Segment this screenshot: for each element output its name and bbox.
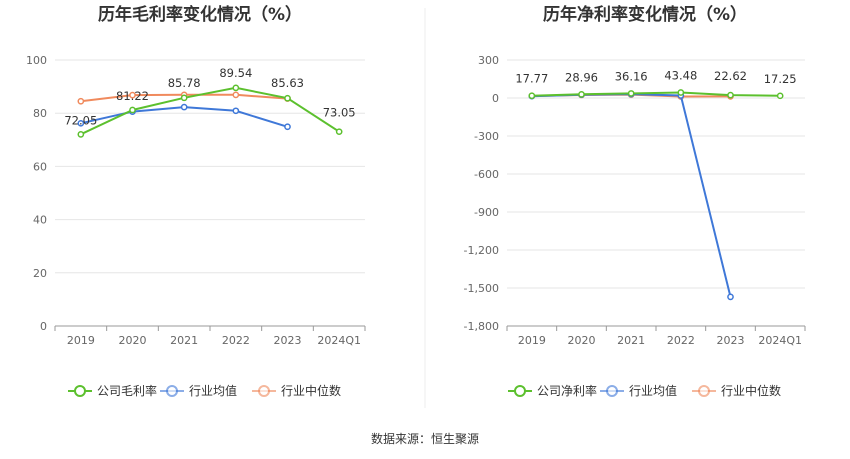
gross-series-point-0 — [77, 130, 85, 138]
net-series-point-0 — [627, 90, 635, 97]
net-legend-label: 行业均值 — [629, 383, 677, 398]
gross-series-point-2 — [77, 97, 85, 105]
gross-legend-item-1[interactable]: 行业均值 — [160, 383, 237, 398]
net-y-tick-label: 300 — [478, 54, 499, 67]
gross-legend-swatch-marker — [166, 385, 178, 397]
gross-legend-item-0[interactable]: 公司毛利率 — [68, 383, 157, 398]
net-y-tick-label: -300 — [474, 130, 499, 143]
net-y-tick-label: -600 — [474, 168, 499, 181]
gross-data-label: 85.78 — [168, 76, 201, 90]
net-x-tick-label: 2020 — [568, 334, 596, 347]
net-series-point-0 — [528, 92, 536, 100]
net-data-label: 36.16 — [615, 69, 648, 83]
net-series-point-0 — [727, 91, 734, 99]
net-y-tick-label: 0 — [492, 92, 499, 105]
gross-series-point-1 — [232, 107, 240, 115]
net-legend-item-2[interactable]: 行业中位数 — [692, 383, 781, 398]
gross-legend-item-2[interactable]: 行业中位数 — [252, 383, 341, 398]
gross-series-point-0 — [335, 128, 343, 136]
gross-y-tick-label: 40 — [33, 214, 47, 227]
gross-series-point-0 — [232, 84, 240, 92]
net-data-label: 17.25 — [764, 72, 797, 86]
net-legend-swatch-marker — [514, 385, 526, 397]
net-y-tick-label: -900 — [474, 206, 499, 219]
net-y-tick-label: -1,200 — [464, 244, 499, 257]
gross-data-label: 81.22 — [116, 89, 149, 103]
net-legend-label: 行业中位数 — [721, 383, 781, 398]
gross-x-tick-label: 2022 — [222, 334, 250, 347]
gross-series-point-0 — [180, 94, 188, 102]
gross-y-tick-label: 20 — [33, 267, 47, 280]
net-data-label: 22.62 — [714, 69, 747, 83]
net-y-tick-label: -1,800 — [464, 320, 499, 333]
net-series-point-0 — [578, 90, 585, 98]
gross-data-label: 73.05 — [323, 106, 356, 120]
net-series-point-0 — [677, 89, 685, 96]
gross-y-tick-label: 60 — [33, 160, 47, 173]
net-legend-swatch-marker — [698, 385, 710, 397]
gross-data-label: 72.05 — [64, 113, 97, 127]
net-y-tick-label: -1,500 — [464, 282, 499, 295]
gross-x-tick-label: 2023 — [274, 334, 302, 347]
gross-series-point-0 — [129, 106, 136, 114]
net-series-line-0 — [531, 91, 781, 97]
net-data-label: 17.77 — [515, 72, 548, 86]
gross-series-point-2 — [129, 91, 136, 99]
net-margin-chart-title: 历年净利率变化情况（%） — [543, 4, 747, 25]
source-note: 数据来源：恒生聚源 — [371, 431, 479, 446]
net-legend-item-0[interactable]: 公司净利率 — [508, 383, 597, 398]
gross-legend-swatch-marker — [74, 385, 86, 397]
net-x-tick-label: 2021 — [617, 334, 645, 347]
net-data-label: 28.96 — [565, 70, 598, 84]
gross-data-label: 85.63 — [271, 76, 304, 90]
gross-x-tick-label: 2021 — [170, 334, 198, 347]
gross-x-tick-label: 2019 — [67, 334, 95, 347]
gross-series-point-1 — [180, 103, 188, 111]
net-legend-label: 公司净利率 — [537, 383, 597, 398]
gross-y-tick-label: 80 — [33, 107, 47, 120]
net-x-tick-label: 2022 — [667, 334, 695, 347]
net-margin-chart: 历年净利率变化情况（%） 300 0 -300 -600 -900 -1,200 -1,50… — [464, 4, 806, 398]
gross-legend-label: 公司毛利率 — [97, 383, 157, 398]
gross-margin-chart-title: 历年毛利率变化情况（%） — [98, 4, 302, 25]
net-series-point-1 — [727, 293, 734, 301]
net-x-tick-label: 2024Q1 — [758, 334, 802, 347]
gross-legend-label: 行业均值 — [189, 383, 237, 398]
gross-margin-chart: 历年毛利率变化情况（%） 0 20 40 60 80 100 2019 2020 2021 202… — [26, 4, 366, 398]
net-series-point-0 — [776, 92, 784, 100]
net-legend-swatch-marker — [606, 385, 618, 397]
net-x-tick-label: 2019 — [518, 334, 546, 347]
gross-y-tick-label: 0 — [40, 320, 47, 333]
gross-series-point-1 — [77, 119, 85, 127]
gross-x-tick-label: 2024Q1 — [317, 334, 361, 347]
gross-y-tick-label: 100 — [26, 54, 47, 67]
gross-series-point-0 — [284, 94, 291, 102]
net-series-line-1 — [531, 93, 732, 298]
gross-legend-swatch-marker — [258, 385, 270, 397]
gross-legend-label: 行业中位数 — [281, 383, 341, 398]
gross-series-line-0 — [80, 86, 340, 136]
net-legend-item-1[interactable]: 行业均值 — [600, 383, 677, 398]
gross-data-label: 89.54 — [219, 66, 252, 80]
gross-x-tick-label: 2020 — [119, 334, 147, 347]
gross-series-point-1 — [284, 123, 291, 131]
gross-series-point-2 — [232, 91, 240, 99]
net-x-tick-label: 2023 — [717, 334, 745, 347]
net-data-label: 43.48 — [664, 68, 697, 82]
